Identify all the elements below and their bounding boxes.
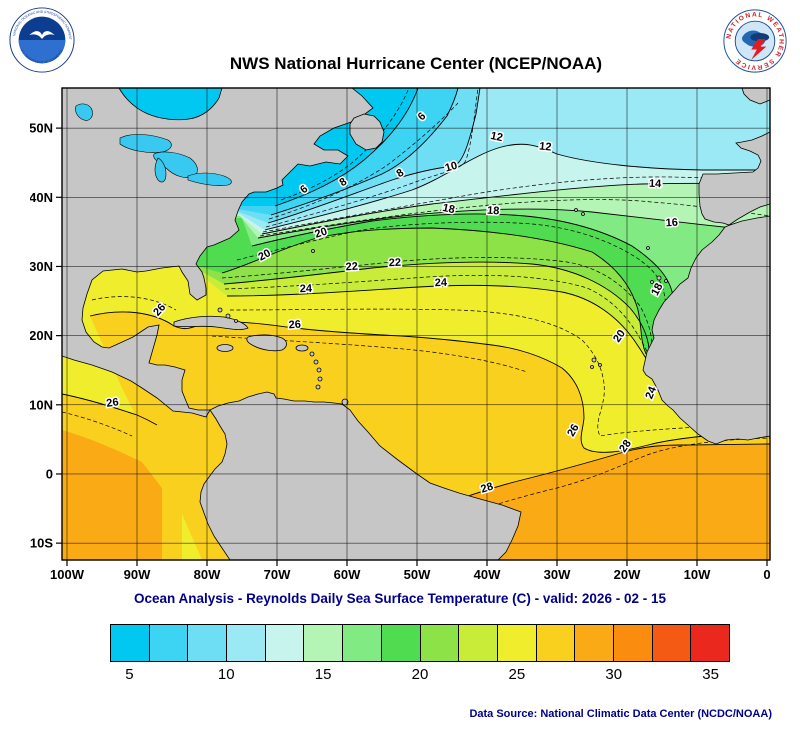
noaa-logo: NATIONAL OCEANIC AND ATMOSPHERIC ADMINIS… — [8, 6, 75, 73]
lon-tick-label: 30W — [544, 567, 571, 582]
island-jamaica — [216, 344, 234, 352]
lat-tick-label: 0 — [46, 467, 53, 482]
nws-logo: NATIONAL WEATHER SERVICE — [723, 9, 787, 73]
nws-lightning-icon — [751, 39, 767, 60]
land-newfoundland — [349, 113, 385, 151]
colorbar-cell — [419, 625, 459, 661]
colorbar-cell — [226, 625, 265, 661]
contour-label: 12 — [489, 130, 503, 144]
colorbar-cell — [535, 625, 575, 661]
contour-label: 22 — [389, 257, 402, 269]
lat-tick-label: 50N — [30, 121, 53, 136]
land-iberia-france — [698, 131, 771, 226]
contour-label: 22 — [345, 261, 358, 274]
lon-tick-label: 90W — [124, 567, 151, 582]
canary-islands — [650, 275, 668, 284]
lat-tick-label: 10S — [30, 536, 53, 551]
lat-tick-label: 40N — [30, 190, 53, 205]
colorbar-cell — [458, 625, 497, 661]
axis-tick-labels: 100W 90W 80W 70W 60W 50W 40W 30W 20W 10W 0 50N 40N 30… — [30, 121, 771, 582]
colorbar-tick-label: 5 — [125, 666, 134, 683]
colorbar-cell — [651, 625, 691, 661]
lon-tick-label: 70W — [264, 567, 291, 582]
contour-label: 14 — [649, 178, 663, 190]
lat-tick-label: 10N — [30, 397, 53, 412]
lon-tick-label: 40W — [474, 567, 501, 582]
contour-label: 24 — [435, 277, 449, 289]
colorbar-cell — [574, 625, 613, 661]
map-caption: Ocean Analysis - Reynolds Daily Sea Surf… — [134, 591, 666, 606]
lon-tick-label: 100W — [50, 567, 85, 582]
land-north-america — [61, 87, 374, 418]
colorbar-cell — [380, 625, 420, 661]
colorbar-tick-label: 15 — [314, 666, 332, 683]
colorbar-cells — [111, 625, 729, 661]
lon-tick-label: 10W — [684, 567, 711, 582]
colorbar-cell — [148, 625, 188, 661]
contour-label: 26 — [106, 396, 120, 410]
colorbar-cell — [187, 625, 227, 661]
contour-label: 18 — [441, 202, 455, 216]
colorbar — [110, 624, 730, 662]
lesser-antilles — [309, 351, 349, 406]
colorbar-cell — [264, 625, 304, 661]
azores-madeira — [574, 208, 650, 250]
colorbar-tick-label: 10 — [217, 666, 235, 683]
contour-label: 28 — [479, 481, 494, 496]
colorbar-cell — [690, 625, 729, 661]
contour-label: 20 — [313, 226, 328, 241]
great-lakes — [75, 103, 232, 186]
lon-tick-label: 80W — [194, 567, 221, 582]
isotherm-contours — [61, 87, 771, 525]
colorbar-cell — [303, 625, 343, 661]
contour-label: 12 — [539, 140, 552, 153]
noaa-emblem-sea — [18, 40, 66, 64]
noaa-gull-icon — [29, 31, 55, 40]
contour-label: 26 — [288, 319, 301, 332]
island-cuba — [173, 315, 249, 330]
lon-tick-label: 0 — [763, 567, 770, 582]
contour-label: 16 — [665, 217, 678, 230]
land-south-america — [199, 391, 522, 561]
colorbar-cell — [612, 625, 652, 661]
colorbar-cell — [342, 625, 381, 661]
colorbar-cell — [111, 625, 149, 661]
lat-tick-label: 20N — [30, 328, 53, 343]
axis-tick-marks — [56, 127, 768, 566]
graticule — [62, 88, 770, 560]
colorbar-cell — [496, 625, 536, 661]
landmasses — [61, 87, 771, 561]
bahamas — [217, 307, 238, 323]
lon-tick-label: 50W — [404, 567, 431, 582]
lon-tick-label: 60W — [334, 567, 361, 582]
page-title: NWS National Hurricane Center (NCEP/NOAA… — [229, 54, 603, 73]
contour-label: 18 — [487, 205, 500, 218]
lat-tick-label: 30N — [30, 259, 53, 274]
colorbar-tick-label: 25 — [508, 666, 526, 683]
land-africa — [642, 215, 771, 445]
colorbar-tick-label: 20 — [411, 666, 429, 683]
contour-label: 10 — [444, 160, 459, 175]
island-bermuda — [311, 249, 315, 253]
island-puerto-rico — [295, 344, 309, 352]
cape-verde-islands — [590, 357, 602, 369]
colorbar-tick-label: 30 — [605, 666, 623, 683]
contour-label: 24 — [300, 283, 314, 295]
map-frame — [61, 87, 771, 561]
data-source-note: Data Source: National Climatic Data Cent… — [469, 708, 772, 720]
colorbar-tick-labels: 5 10 15 20 25 30 35 — [110, 666, 730, 688]
lon-tick-label: 20W — [614, 567, 641, 582]
colorbar-tick-label: 35 — [702, 666, 719, 683]
sst-band-28-plus — [62, 430, 770, 560]
